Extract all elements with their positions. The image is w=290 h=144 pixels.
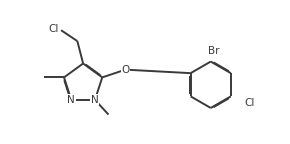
Text: Cl: Cl <box>244 98 255 108</box>
Text: O: O <box>121 65 130 75</box>
Text: N: N <box>91 95 99 105</box>
Text: Br: Br <box>208 46 220 56</box>
Text: N: N <box>68 95 75 105</box>
Text: Cl: Cl <box>49 24 59 34</box>
